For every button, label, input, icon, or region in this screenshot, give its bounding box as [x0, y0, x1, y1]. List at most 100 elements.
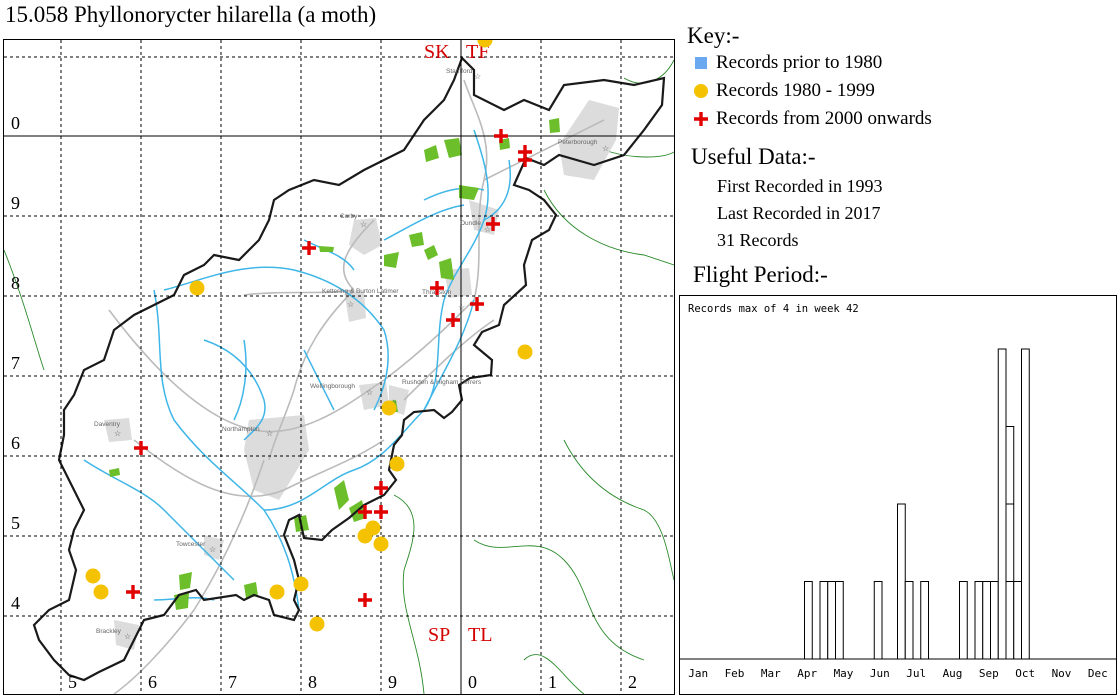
grid-col-label: 6 [148, 672, 157, 692]
svg-text:☆: ☆ [474, 72, 481, 81]
record-2000-onwards-marker [374, 505, 388, 519]
flight-bar [819, 581, 829, 660]
grid-row-label: 7 [11, 353, 20, 373]
record-1980-1999-marker [389, 456, 405, 472]
flight-bar [990, 581, 999, 660]
record-1980-1999-marker [373, 536, 389, 552]
record-1980-1999-marker [293, 576, 309, 592]
urban-areas [104, 100, 619, 650]
key-item-1980-1999: Records 1980 - 1999 [692, 80, 875, 102]
chart-note: Records max of 4 in week 42 [688, 303, 859, 315]
flight-bar [904, 581, 914, 660]
grid-row-label: 8 [11, 273, 20, 293]
square-label-sp: SP [428, 624, 450, 646]
grid-col-label: 5 [68, 672, 77, 692]
flight-bar [959, 581, 968, 660]
chart-bars [804, 348, 1030, 660]
record-count: 31 Records [717, 230, 799, 250]
flight-bar [982, 581, 991, 660]
record-1980-1999-marker [357, 528, 373, 544]
month-label: Mar [761, 667, 781, 680]
grid-col-label: 0 [468, 672, 477, 692]
town-markers: ☆ ☆ ☆ ☆ ☆ ☆ ☆ ☆ ☆ ☆ ☆ ☆ [114, 72, 609, 641]
month-label: Jun [870, 667, 890, 680]
svg-text:☆: ☆ [347, 300, 354, 309]
record-2000-onwards-marker [302, 241, 316, 255]
square-label-sk: SK [424, 41, 450, 63]
grid-col-label: 7 [228, 672, 237, 692]
yellow-circle-icon [692, 82, 710, 100]
flight-bar [827, 581, 836, 660]
flight-bar [920, 581, 929, 660]
record-2000-onwards-marker [518, 153, 532, 167]
first-recorded: First Recorded in 1993 [717, 176, 883, 196]
grid-row-label: 5 [11, 513, 20, 533]
grid-col-label: 2 [628, 672, 637, 692]
svg-text:☆: ☆ [360, 220, 367, 229]
flight-bar [897, 503, 906, 660]
month-label: Aug [943, 667, 963, 680]
blue-square-icon [692, 54, 710, 72]
town-label: Rushden & Higham Ferrers [402, 379, 482, 386]
month-label: Dec [1088, 667, 1108, 680]
month-label: Apr [797, 667, 817, 680]
flight-bar [804, 581, 813, 660]
record-2000-onwards-marker [374, 481, 388, 495]
record-1980-1999-marker [93, 584, 109, 600]
grid-labels: 0 9 8 7 6 5 4 5 6 7 8 9 0 1 2 [11, 113, 637, 692]
record-2000-onwards-marker [358, 505, 372, 519]
town-label: Corby [340, 213, 358, 220]
svg-text:☆: ☆ [114, 429, 121, 438]
flight-bar [974, 581, 984, 660]
flight-bar [835, 581, 844, 660]
grid-row-label: 4 [11, 593, 20, 613]
key-item-pre-1980: Records prior to 1980 [692, 52, 882, 74]
month-label: Oct [1015, 667, 1035, 680]
grid-row-label: 0 [11, 113, 20, 133]
key-title: Key:- [687, 23, 740, 48]
record-2000-onwards-marker [126, 585, 140, 599]
key-item-2000-onwards: Records from 2000 onwards [692, 108, 932, 130]
grid-row-label: 9 [11, 193, 20, 213]
record-2000-onwards-marker [486, 217, 500, 231]
grid-col-label: 9 [388, 672, 397, 692]
grid-col-label: 1 [548, 672, 557, 692]
grid-col-label: 8 [308, 672, 317, 692]
hundred-km-lines [4, 40, 674, 694]
flight-bar [1005, 426, 1015, 660]
town-label: Kettering & Burton Latimer [322, 288, 399, 295]
record-markers [85, 40, 533, 632]
svg-text:☆: ☆ [209, 545, 216, 554]
last-recorded: Last Recorded in 2017 [717, 203, 881, 223]
record-2000-onwards-marker [134, 441, 148, 455]
svg-text:☆: ☆ [484, 225, 491, 234]
month-label: Jan [688, 667, 708, 680]
flight-bar [873, 581, 883, 660]
town-label: Daventry [94, 421, 121, 428]
town-label: Oundle [460, 220, 481, 227]
key-label: Records 1980 - 1999 [716, 80, 875, 101]
svg-text:☆: ☆ [366, 388, 373, 397]
useful-data-title: Useful Data:- [691, 144, 816, 169]
town-label: Towcester [176, 541, 206, 548]
square-label-tl: TL [468, 624, 492, 646]
month-label: Nov [1052, 667, 1072, 680]
record-1980-1999-marker [381, 400, 397, 416]
grid-lines [4, 40, 674, 694]
roads [108, 79, 605, 694]
record-2000-onwards-marker [470, 297, 484, 311]
distribution-map: ☆ ☆ ☆ ☆ ☆ ☆ ☆ ☆ ☆ ☆ ☆ ☆ Stamford Peterbor… [3, 39, 675, 695]
flight-period-chart: Records max of 4 in week 42 Jan Feb Mar Apr… [679, 295, 1117, 695]
page-title: 15.058 Phyllonorycter hilarella (a moth) [5, 2, 377, 27]
svg-text:☆: ☆ [124, 632, 131, 641]
flight-bar [1021, 348, 1030, 660]
svg-text:☆: ☆ [602, 144, 609, 153]
rivers [83, 129, 511, 611]
flight-bar [997, 348, 1007, 660]
chart-month-labels: Jan Feb Mar Apr May Jun Jul Aug Sep Oct Nov Dec [688, 667, 1108, 680]
key-label: Records prior to 1980 [716, 52, 883, 73]
month-label: May [834, 667, 854, 680]
month-label: Jul [906, 667, 926, 680]
svg-text:☆: ☆ [266, 429, 273, 438]
town-label: Northampton [222, 426, 260, 433]
